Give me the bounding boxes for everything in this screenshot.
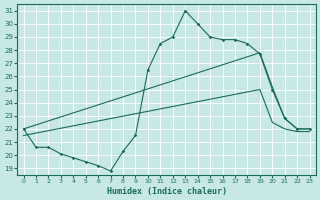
X-axis label: Humidex (Indice chaleur): Humidex (Indice chaleur) (107, 187, 227, 196)
